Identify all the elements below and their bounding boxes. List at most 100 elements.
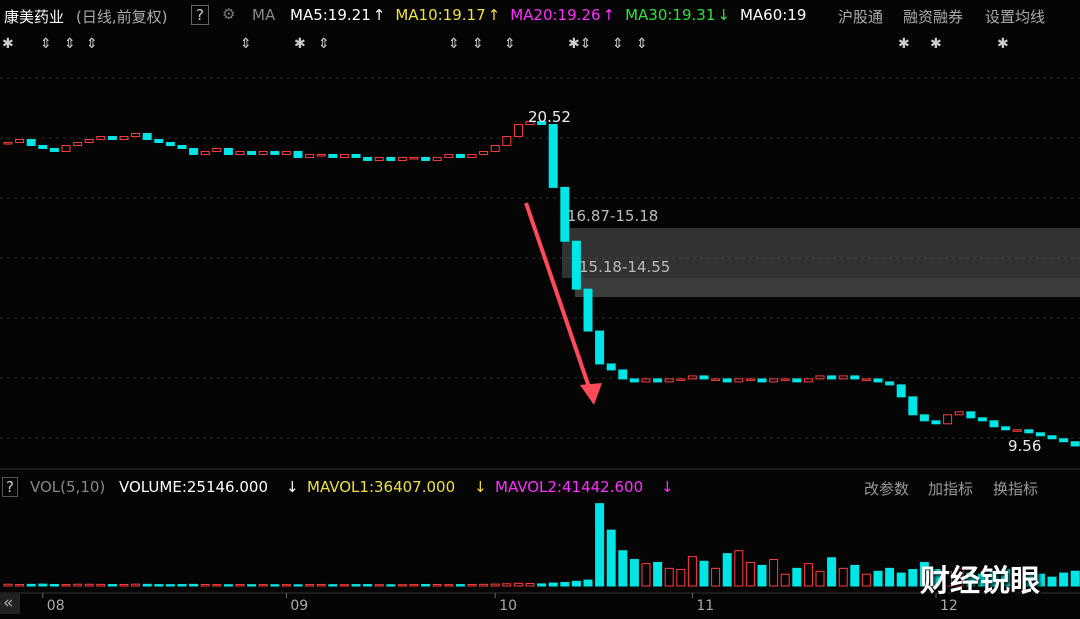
candle: [1047, 435, 1057, 440]
candle: [432, 156, 442, 161]
mavol2: MAVOL2:41442.600: [495, 478, 644, 496]
candle: [815, 375, 825, 380]
volume-bar: [96, 583, 106, 587]
candle: [386, 156, 396, 161]
candle: [363, 156, 373, 161]
x-tick-label: 12: [940, 598, 958, 614]
volume-bar: [258, 584, 268, 587]
arrow: ↓: [717, 6, 730, 24]
volume-bar: [618, 550, 628, 587]
scroll-button[interactable]: «: [3, 593, 14, 613]
candle: [908, 396, 918, 416]
link[interactable]: 沪股通: [838, 8, 884, 26]
help[interactable]: ?: [2, 477, 18, 497]
candle: [861, 378, 871, 381]
ma-value: MA60:19: [739, 6, 807, 24]
volume-bar: [734, 550, 744, 587]
svg-text:⇕: ⇕: [448, 36, 460, 52]
candle: [339, 153, 349, 158]
volume-bar: [3, 583, 13, 587]
volume-bar: [363, 584, 373, 587]
candle: [479, 150, 489, 155]
volume-bar: [838, 567, 848, 587]
candle: [502, 136, 512, 146]
candle: [38, 144, 48, 149]
x-tick-label: 09: [290, 598, 308, 614]
volume-bar: [1059, 572, 1069, 587]
zone-label: 16.87-15.18: [567, 207, 659, 225]
volume-bar: [954, 567, 964, 587]
svg-text:⇕: ⇕: [64, 36, 76, 52]
volume-bar: [537, 583, 547, 587]
volume-bar: [165, 584, 175, 587]
candle: [595, 330, 605, 365]
volume-bar: [931, 569, 941, 587]
volume-bar: [490, 583, 500, 587]
candle: [154, 139, 164, 144]
candle: [525, 121, 535, 126]
button[interactable]: 改参数: [864, 480, 910, 498]
candle: [200, 150, 210, 155]
volume-bar: [223, 584, 233, 587]
volume-bar: [943, 571, 953, 587]
volume-bar: [374, 584, 384, 587]
candle: [131, 133, 141, 138]
volume-bar: [293, 584, 303, 587]
candle: [687, 375, 697, 380]
volume: VOLUME:25146.000: [119, 478, 268, 496]
volume-bar: [560, 581, 570, 587]
candle: [61, 144, 71, 152]
volume-bar: [107, 584, 117, 587]
volume-bar: [629, 559, 639, 587]
candle: [374, 156, 384, 161]
volume-bar: [316, 583, 326, 587]
candle: [281, 150, 291, 155]
volume-bar: [653, 561, 663, 587]
volume-bar: [154, 584, 164, 587]
volume-bar: [177, 584, 187, 587]
candle: [26, 139, 36, 146]
candle: [513, 124, 523, 138]
vol-name: VOL(5,10): [30, 478, 106, 496]
arrow: ↑: [372, 6, 386, 24]
candle: [142, 133, 152, 141]
button[interactable]: 换指标: [993, 480, 1039, 498]
svg-text:⇕: ⇕: [504, 36, 516, 52]
button[interactable]: 加指标: [928, 480, 974, 498]
volume-bar: [84, 583, 94, 587]
svg-text:✱: ✱: [997, 36, 1009, 52]
volume-bar: [769, 559, 779, 587]
candle: [397, 156, 407, 161]
svg-text:⇕: ⇕: [612, 36, 624, 52]
link[interactable]: 设置均线: [985, 8, 1046, 26]
red-arrow: [524, 202, 592, 391]
arrow: ↓: [474, 478, 487, 496]
candle: [769, 378, 779, 383]
volume-bar: [235, 584, 245, 587]
svg-text:⇕: ⇕: [40, 36, 52, 52]
gear[interactable]: ⚙: [222, 5, 236, 23]
candle: [606, 363, 616, 371]
volume-bar: [409, 584, 419, 587]
candle: [885, 381, 895, 386]
volume-bar: [305, 584, 315, 587]
markers: ✱ ⇕ ⇕ ⇕ ⇕ ✱ ⇕ ⇕ ⇕ ⇕ ✱⇕ ⇕ ⇕ ✱ ✱ ✱: [2, 36, 1009, 52]
candle: [467, 153, 477, 158]
candle: [548, 124, 558, 188]
volume-bar: [641, 563, 651, 587]
volume-bar: [397, 584, 407, 587]
candle: [803, 378, 813, 383]
help[interactable]: ?: [191, 5, 209, 25]
volume-bar: [212, 584, 222, 587]
volume-bar: [908, 569, 918, 587]
candle: [96, 136, 106, 141]
volume-bar: [119, 583, 129, 587]
volume-bar: [328, 584, 338, 587]
candle: [212, 147, 222, 152]
arrow: ↑: [602, 6, 616, 24]
volume-bar: [432, 584, 442, 587]
ma-value: MA30:19.31: [625, 6, 716, 24]
candle: [676, 378, 686, 381]
link[interactable]: 融资融券: [903, 8, 964, 26]
